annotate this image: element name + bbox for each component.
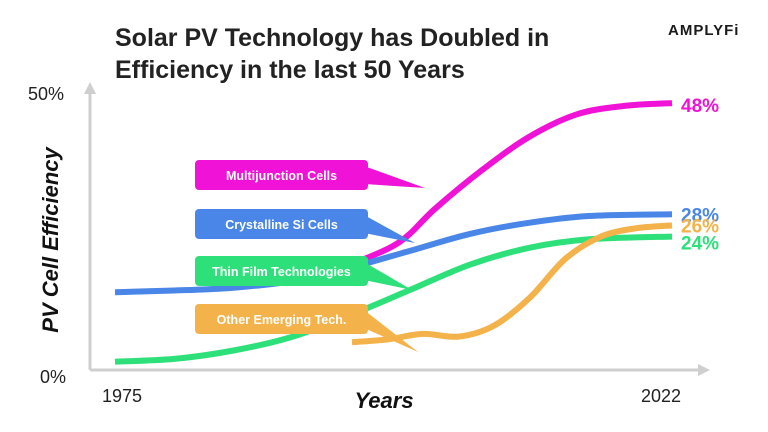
legend-callout-other-emerging-tech-pointer (364, 310, 418, 352)
end-value-label-other-emerging-tech: 26% (681, 216, 719, 237)
brand-logo: AMPLYFi (668, 22, 740, 39)
legend-callout-thin-film-technologies-pointer (364, 262, 412, 290)
chart-title-line-1: Solar PV Technology has Doubled in (115, 24, 550, 52)
legend-callout-multijunction-cells-pointer (364, 166, 425, 188)
series-line-other-emerging-tech (351, 222, 673, 346)
x-axis-title: Years (354, 388, 413, 413)
legend-callout-thin-film-technologies-text: Thin Film Technologies (212, 265, 351, 279)
x-axis-arrow (698, 364, 710, 376)
y-tick-label-bottom: 0% (40, 367, 66, 387)
y-axis-title: PV Cell Efficiency (38, 146, 63, 333)
end-value-label-thin-film-technologies: 24% (681, 234, 719, 255)
label-layer: 48% 28% 24%26% Multijunction Cells Crystalli… (195, 96, 719, 352)
end-value-label-crystalline-si-cells: 28% (681, 205, 719, 226)
legend-callout-other-emerging-tech-text: Other Emerging Tech. (217, 313, 347, 327)
y-axis-arrow (84, 82, 96, 94)
legend-callout-multijunction-cells-box (195, 160, 368, 190)
x-tick-label-end: 2022 (641, 386, 681, 406)
legend-callout-multijunction-cells-text: Multijunction Cells (226, 169, 337, 183)
chart-title: Solar PV Technology has Doubled in Effic… (115, 22, 635, 86)
chart-title-line-2: Efficiency in the last 50 Years (115, 56, 465, 84)
series-line-thin-film-technologies (114, 233, 673, 365)
legend-callout-crystalline-si-cells-pointer (364, 215, 415, 243)
x-tick-label-start: 1975 (102, 386, 142, 406)
y-tick-label-top: 50% (28, 84, 64, 104)
end-value-label-multijunction-cells: 48% (681, 96, 719, 117)
legend-callout-crystalline-si-cells-text: Crystalline Si Cells (225, 218, 338, 232)
axes (84, 82, 710, 376)
legend-callout-crystalline-si-cells-box (195, 209, 368, 239)
legend-callout-other-emerging-tech-box (195, 304, 368, 334)
series-line-crystalline-si-cells (114, 211, 673, 296)
legend-callout-thin-film-technologies-box (195, 256, 368, 286)
